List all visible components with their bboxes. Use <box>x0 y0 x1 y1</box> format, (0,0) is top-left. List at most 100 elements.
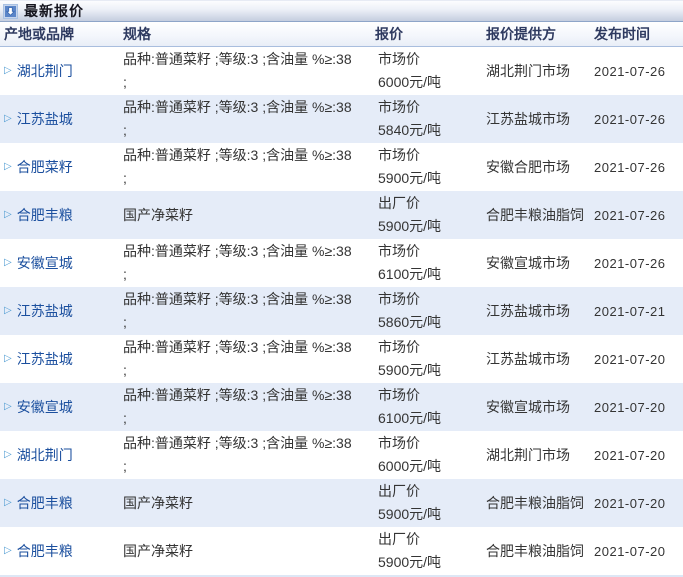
spec-cell: 品种:普通菜籽 ;等级:3 ;含油量 %≥:38; <box>123 243 352 282</box>
price-type: 市场价 <box>378 99 420 115</box>
origin-link[interactable]: 江苏盐城 <box>16 351 73 367</box>
publish-date-cell: 2021-07-20 <box>594 543 666 559</box>
triangle-bullet-icon: ▷ <box>4 161 12 172</box>
price-type: 市场价 <box>378 243 420 259</box>
origin-link[interactable]: 合肥丰粮 <box>16 543 73 559</box>
panel-title: 最新报价 <box>24 3 84 19</box>
publish-date-cell: 2021-07-26 <box>594 207 666 223</box>
origin-link[interactable]: 湖北荆门 <box>16 63 73 79</box>
triangle-bullet-icon: ▷ <box>4 209 12 220</box>
origin-cell: ▷ 江苏盐城 <box>0 349 119 369</box>
column-header-price: 报价 <box>375 26 403 42</box>
table-row: ▷ 合肥丰粮 国产净菜籽 出厂价 5900元/吨 合肥丰粮油脂饲 2021-07… <box>0 527 683 575</box>
origin-cell: ▷ 湖北荆门 <box>0 61 119 81</box>
column-header-provider: 报价提供方 <box>486 26 556 42</box>
origin-link[interactable]: 合肥丰粮 <box>16 207 73 223</box>
table-row: ▷ 安徽宣城 品种:普通菜籽 ;等级:3 ;含油量 %≥:38; 市场价 610… <box>0 239 683 287</box>
triangle-bullet-icon: ▷ <box>4 545 12 556</box>
price-type: 出厂价 <box>378 195 420 211</box>
table-row: ▷ 合肥丰粮 国产净菜籽 出厂价 5900元/吨 合肥丰粮油脂饲 2021-07… <box>0 479 683 527</box>
publish-date-cell: 2021-07-26 <box>594 159 666 175</box>
table-row: ▷ 江苏盐城 品种:普通菜籽 ;等级:3 ;含油量 %≥:38; 市场价 586… <box>0 287 683 335</box>
price-cell: 市场价 6000元/吨 <box>369 48 481 94</box>
spec-cell: 品种:普通菜籽 ;等级:3 ;含油量 %≥:38; <box>123 99 352 138</box>
origin-cell: ▷ 江苏盐城 <box>0 109 119 129</box>
provider-cell: 安徽合肥市场 <box>486 159 570 175</box>
price-type: 出厂价 <box>378 483 420 499</box>
triangle-bullet-icon: ▷ <box>4 305 12 316</box>
spec-cell: 品种:普通菜籽 ;等级:3 ;含油量 %≥:38; <box>123 51 352 90</box>
spec-cell: 品种:普通菜籽 ;等级:3 ;含油量 %≥:38; <box>123 291 352 330</box>
publish-date-cell: 2021-07-21 <box>594 303 666 319</box>
origin-link[interactable]: 安徽宣城 <box>16 255 73 271</box>
table-row: ▷ 合肥菜籽 品种:普通菜籽 ;等级:3 ;含油量 %≥:38; 市场价 590… <box>0 143 683 191</box>
table-row: ▷ 湖北荆门 品种:普通菜籽 ;等级:3 ;含油量 %≥:38; 市场价 600… <box>0 47 683 95</box>
publish-date-cell: 2021-07-20 <box>594 399 666 415</box>
origin-link[interactable]: 安徽宣城 <box>16 399 73 415</box>
price-value: 6100元/吨 <box>378 266 442 282</box>
spec-cell: 品种:普通菜籽 ;等级:3 ;含油量 %≥:38; <box>123 387 352 426</box>
origin-link[interactable]: 合肥菜籽 <box>16 159 73 175</box>
bottom-divider <box>0 575 683 577</box>
price-cell: 市场价 6100元/吨 <box>369 240 481 286</box>
origin-cell: ▷ 合肥丰粮 <box>0 493 119 513</box>
provider-cell: 合肥丰粮油脂饲 <box>486 543 584 559</box>
price-value: 6000元/吨 <box>378 458 442 474</box>
triangle-bullet-icon: ▷ <box>4 113 12 124</box>
provider-cell: 江苏盐城市场 <box>486 111 570 127</box>
panel-titlebar: 最新报价 <box>0 0 683 22</box>
provider-cell: 安徽宣城市场 <box>486 255 570 271</box>
price-type: 市场价 <box>378 435 420 451</box>
spec-cell: 品种:普通菜籽 ;等级:3 ;含油量 %≥:38; <box>123 147 352 186</box>
origin-cell: ▷ 合肥丰粮 <box>0 205 119 225</box>
origin-cell: ▷ 安徽宣城 <box>0 397 119 417</box>
origin-cell: ▷ 安徽宣城 <box>0 253 119 273</box>
spec-cell: 品种:普通菜籽 ;等级:3 ;含油量 %≥:38; <box>123 339 352 378</box>
price-cell: 市场价 6100元/吨 <box>369 384 481 430</box>
price-type: 市场价 <box>378 291 420 307</box>
publish-date-cell: 2021-07-20 <box>594 351 666 367</box>
table-header-row: 产地或品牌 规格 报价 报价提供方 发布时间 <box>0 22 683 47</box>
price-cell: 出厂价 5900元/吨 <box>369 528 481 574</box>
provider-cell: 合肥丰粮油脂饲 <box>486 495 584 511</box>
price-cell: 市场价 5900元/吨 <box>369 144 481 190</box>
price-value: 5840元/吨 <box>378 122 442 138</box>
origin-cell: ▷ 合肥丰粮 <box>0 541 119 561</box>
origin-link[interactable]: 合肥丰粮 <box>16 495 73 511</box>
provider-cell: 湖北荆门市场 <box>486 447 570 463</box>
publish-date-cell: 2021-07-26 <box>594 111 666 127</box>
price-cell: 市场价 6000元/吨 <box>369 432 481 478</box>
triangle-bullet-icon: ▷ <box>4 257 12 268</box>
provider-cell: 江苏盐城市场 <box>486 303 570 319</box>
triangle-bullet-icon: ▷ <box>4 449 12 460</box>
provider-cell: 合肥丰粮油脂饲 <box>486 207 584 223</box>
table-row: ▷ 江苏盐城 品种:普通菜籽 ;等级:3 ;含油量 %≥:38; 市场价 584… <box>0 95 683 143</box>
triangle-bullet-icon: ▷ <box>4 65 12 76</box>
table-row: ▷ 安徽宣城 品种:普通菜籽 ;等级:3 ;含油量 %≥:38; 市场价 610… <box>0 383 683 431</box>
publish-date-cell: 2021-07-26 <box>594 63 666 79</box>
price-value: 5900元/吨 <box>378 218 442 234</box>
price-cell: 出厂价 5900元/吨 <box>369 192 481 238</box>
price-cell: 出厂价 5900元/吨 <box>369 480 481 526</box>
provider-cell: 安徽宣城市场 <box>486 399 570 415</box>
origin-link[interactable]: 湖北荆门 <box>16 447 73 463</box>
price-type: 市场价 <box>378 147 420 163</box>
origin-link[interactable]: 江苏盐城 <box>16 303 73 319</box>
spec-cell: 国产净菜籽 <box>123 542 193 559</box>
price-cell: 市场价 5900元/吨 <box>369 336 481 382</box>
origin-cell: ▷ 合肥菜籽 <box>0 157 119 177</box>
publish-date-cell: 2021-07-26 <box>594 255 666 271</box>
download-arrow-icon[interactable] <box>3 3 18 19</box>
triangle-bullet-icon: ▷ <box>4 401 12 412</box>
spec-cell: 国产净菜籽 <box>123 494 193 511</box>
origin-cell: ▷ 江苏盐城 <box>0 301 119 321</box>
origin-cell: ▷ 湖北荆门 <box>0 445 119 465</box>
price-value: 5860元/吨 <box>378 314 442 330</box>
publish-date-cell: 2021-07-20 <box>594 447 666 463</box>
table-row: ▷ 江苏盐城 品种:普通菜籽 ;等级:3 ;含油量 %≥:38; 市场价 590… <box>0 335 683 383</box>
price-value: 5900元/吨 <box>378 170 442 186</box>
triangle-bullet-icon: ▷ <box>4 497 12 508</box>
price-type: 市场价 <box>378 51 420 67</box>
origin-link[interactable]: 江苏盐城 <box>16 111 73 127</box>
column-header-spec: 规格 <box>123 26 151 42</box>
